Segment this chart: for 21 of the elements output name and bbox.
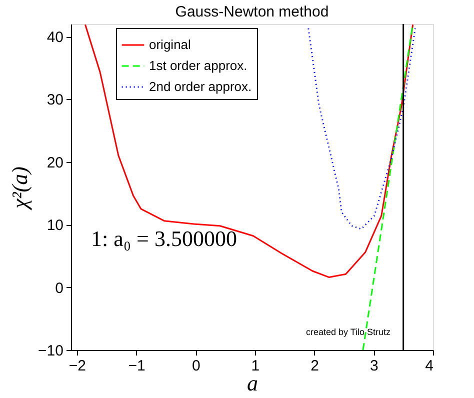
- x-tick-label: 0: [192, 358, 200, 374]
- line-series: [308, 28, 416, 230]
- legend-label: 2nd order approx.: [149, 79, 252, 94]
- y-axis-title: χ²(a): [7, 166, 32, 210]
- x-tick-label: 3: [370, 358, 378, 374]
- annotation: created by Tilo Strutz: [306, 327, 392, 337]
- x-tick-label: −2: [68, 358, 86, 374]
- line-series: [84, 24, 414, 278]
- y-tick-label: −10: [38, 342, 64, 360]
- y-tick-label: 30: [46, 92, 64, 109]
- legend-label: 1st order approx.: [149, 58, 248, 73]
- y-tick-label: 0: [55, 280, 64, 297]
- x-tick-label: 4: [425, 358, 434, 374]
- annotation: 1: a₀ = 3.500000: [91, 226, 237, 251]
- legend-label: original: [149, 37, 192, 52]
- x-tick-label: −1: [128, 358, 146, 374]
- x-tick-label: 2: [310, 358, 319, 374]
- y-tick-label: 40: [46, 29, 64, 46]
- chart-title: Gauss-Newton method: [175, 3, 329, 20]
- y-tick-label: 20: [46, 154, 64, 172]
- y-tick-label: 10: [46, 217, 64, 234]
